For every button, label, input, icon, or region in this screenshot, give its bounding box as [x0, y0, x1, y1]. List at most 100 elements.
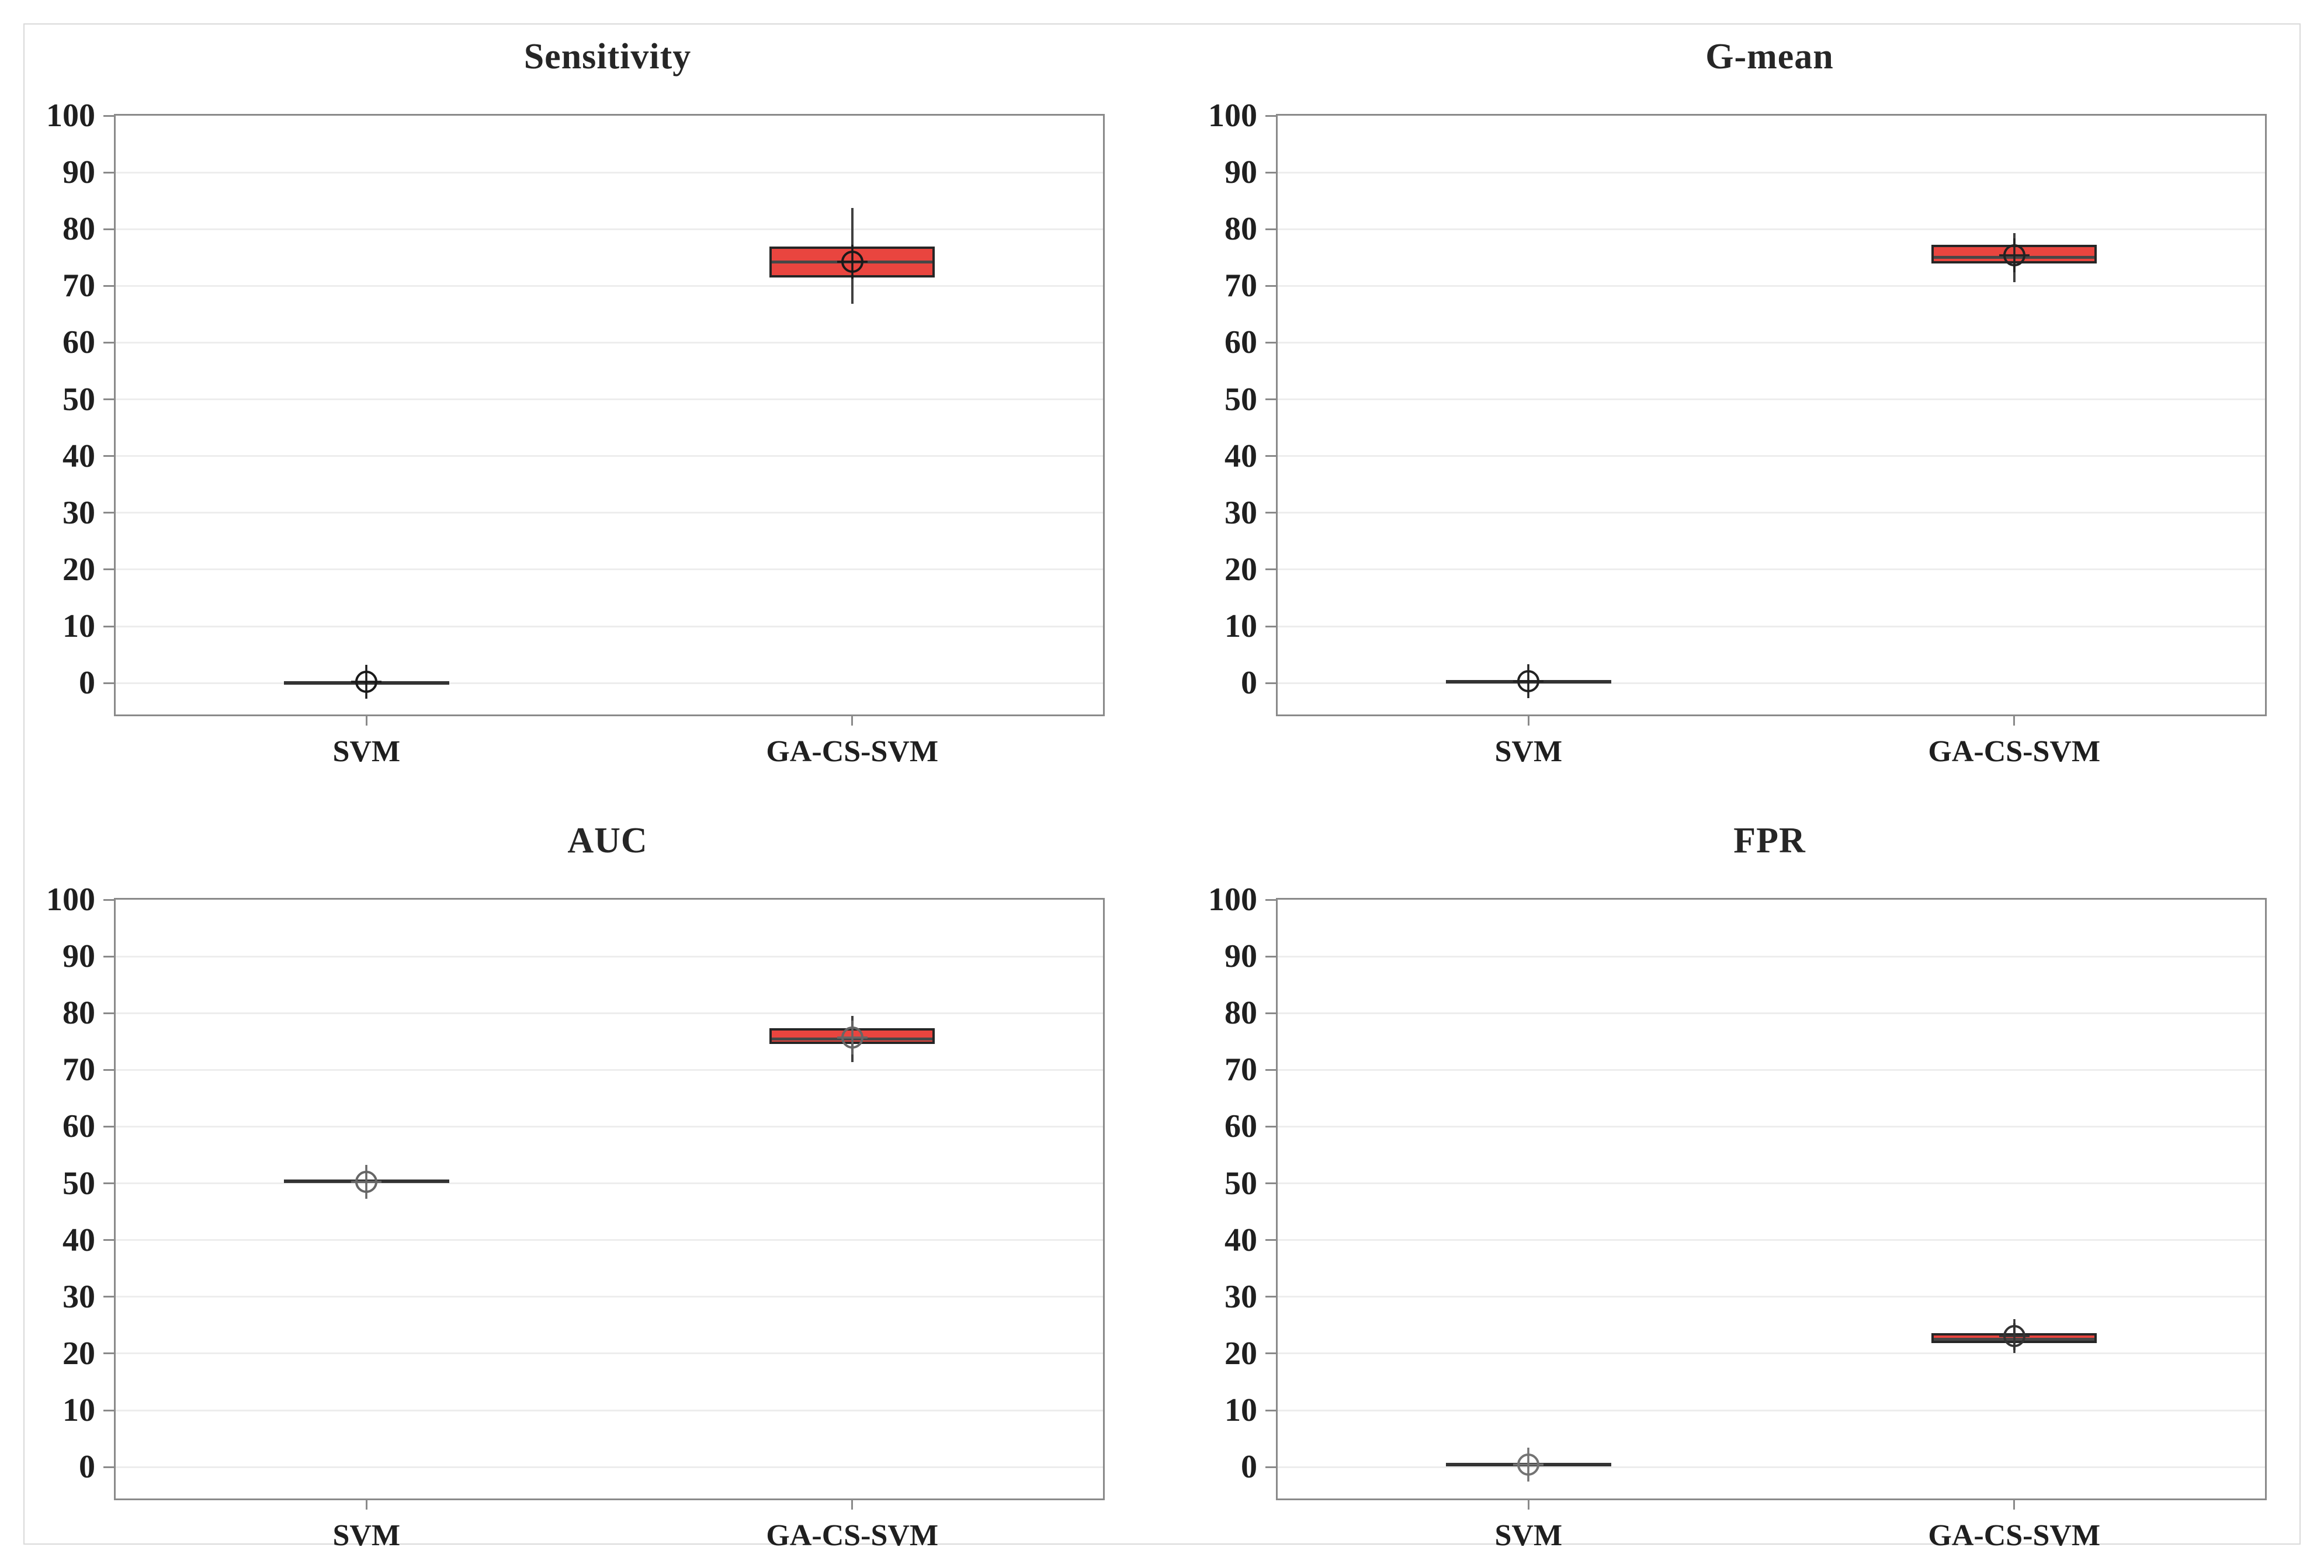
- y-tick-label: 30: [1225, 1278, 1257, 1315]
- plot-area: 0 10 20 30 40 50 60 70 80 90 100 SVM GA-CS-SVM: [46, 98, 1105, 768]
- y-tick-mark-70: [103, 1069, 114, 1071]
- y-tick-mark-0: [103, 682, 114, 684]
- y-tick-mark-60: [1265, 341, 1276, 344]
- y-tick-label: 20: [63, 551, 95, 588]
- y-tick-mark-50: [103, 1182, 114, 1185]
- x-tick-mark-0: [1527, 1500, 1529, 1510]
- gridline-0: [1278, 682, 2265, 684]
- gridline-30: [116, 1296, 1103, 1298]
- gridline-10: [116, 1409, 1103, 1411]
- x-category-label: SVM: [332, 1519, 401, 1552]
- y-tick-label: 80: [63, 211, 95, 248]
- y-tick-mark-0: [1265, 682, 1276, 684]
- gridline-30: [1278, 512, 2265, 514]
- y-tick-label: 90: [1225, 938, 1257, 975]
- panel-title: G-mean: [1705, 37, 1834, 77]
- y-tick-mark-60: [103, 1125, 114, 1128]
- y-tick-label: 10: [63, 608, 95, 645]
- y-tick-label: 60: [63, 324, 95, 361]
- y-tick-mark-0: [1265, 1466, 1276, 1468]
- x-tick-mark-0: [365, 1500, 367, 1510]
- gridline-90: [1278, 955, 2265, 958]
- y-tick-label: 10: [1225, 608, 1257, 645]
- panel-title: Sensitivity: [523, 37, 692, 77]
- y-tick-label: 100: [1208, 98, 1257, 134]
- y-tick-label: 0: [1241, 665, 1257, 702]
- y-tick-mark-100: [1265, 899, 1276, 901]
- y-tick-mark-20: [1265, 1352, 1276, 1355]
- y-tick-label: 100: [46, 98, 95, 134]
- gridline-60: [1278, 341, 2265, 344]
- gridline-20: [1278, 568, 2265, 571]
- y-tick-label: 40: [1225, 438, 1257, 474]
- gridline-80: [1278, 228, 2265, 230]
- y-tick-label: 50: [1225, 1165, 1257, 1202]
- y-tick-mark-80: [1265, 228, 1276, 230]
- x-tick-mark-0: [1527, 716, 1529, 726]
- y-tick-label: 90: [1225, 154, 1257, 191]
- gridline-90: [116, 955, 1103, 958]
- y-tick-label: 20: [63, 1335, 95, 1372]
- y-tick-mark-10: [1265, 1409, 1276, 1411]
- y-tick-mark-0: [103, 1466, 114, 1468]
- y-tick-mark-30: [103, 1296, 114, 1298]
- mean-marker-icon: [834, 243, 871, 280]
- x-category-label: SVM: [1494, 735, 1563, 768]
- gridline-40: [116, 1239, 1103, 1241]
- gridline-60: [116, 1125, 1103, 1128]
- x-tick-mark-1: [851, 1500, 854, 1510]
- gridline-30: [116, 512, 1103, 514]
- y-tick-label: 50: [63, 1165, 95, 1202]
- plot-area: 0 10 20 30 40 50 60 70 80 90 100 SVM GA-CS-SVM: [1208, 882, 2267, 1552]
- gridline-20: [116, 1352, 1103, 1355]
- y-tick-mark-30: [1265, 512, 1276, 514]
- gridline-50: [1278, 398, 2265, 401]
- gridline-60: [116, 341, 1103, 344]
- y-tick-mark-20: [103, 1352, 114, 1355]
- plot-area: 0 10 20 30 40 50 60 70 80 90 100 SVM GA-CS-SVM: [1208, 98, 2267, 768]
- y-tick-mark-100: [103, 115, 114, 117]
- y-tick-label: 30: [1225, 494, 1257, 531]
- gridline-90: [116, 171, 1103, 174]
- y-tick-label: 80: [63, 995, 95, 1032]
- mean-marker-icon: [1510, 1446, 1547, 1483]
- x-tick-mark-1: [2013, 716, 2016, 726]
- mean-marker-icon: [1510, 662, 1547, 700]
- panel-title: FPR: [1733, 821, 1806, 861]
- y-tick-mark-40: [1265, 1239, 1276, 1241]
- gridline-40: [1278, 455, 2265, 457]
- panel-g-mean: G-mean 0 10 20 30 40 50 60 70 80 90 100 SVM GA-CS-SV…: [1162, 0, 2324, 784]
- y-tick-label: 40: [63, 438, 95, 474]
- y-tick-mark-70: [1265, 1069, 1276, 1071]
- gridline-0: [116, 682, 1103, 684]
- x-category-label: GA-CS-SVM: [766, 1519, 939, 1552]
- gridline-30: [1278, 1296, 2265, 1298]
- gridline-10: [116, 625, 1103, 627]
- gridline-20: [116, 568, 1103, 571]
- x-category-label: GA-CS-SVM: [766, 735, 939, 768]
- gridline-40: [1278, 1239, 2265, 1241]
- x-category-label: GA-CS-SVM: [1928, 1519, 2101, 1552]
- panel-sensitivity: Sensitivity 0 10 20 30 40 50 60 70 80 90 100 SVM GA-…: [0, 0, 1162, 784]
- y-tick-label: 50: [1225, 381, 1257, 418]
- gridline-70: [1278, 285, 2265, 287]
- mean-marker-icon: [1996, 237, 2033, 274]
- y-tick-mark-60: [103, 341, 114, 344]
- y-tick-label: 100: [1208, 882, 1257, 918]
- gridline-10: [1278, 625, 2265, 627]
- gridline-10: [1278, 1409, 2265, 1411]
- y-tick-label: 70: [1225, 268, 1257, 304]
- y-tick-label: 0: [79, 1449, 95, 1486]
- gridline-70: [116, 285, 1103, 287]
- y-tick-label: 30: [63, 1278, 95, 1315]
- y-tick-mark-90: [103, 171, 114, 174]
- y-tick-label: 90: [63, 938, 95, 975]
- gridline-50: [116, 1182, 1103, 1185]
- y-tick-label: 10: [63, 1392, 95, 1429]
- y-tick-mark-50: [1265, 1182, 1276, 1185]
- plot-area: 0 10 20 30 40 50 60 70 80 90 100 SVM GA-CS-SVM: [46, 882, 1105, 1552]
- y-tick-mark-100: [1265, 115, 1276, 117]
- y-tick-label: 40: [63, 1222, 95, 1258]
- gridline-60: [1278, 1125, 2265, 1128]
